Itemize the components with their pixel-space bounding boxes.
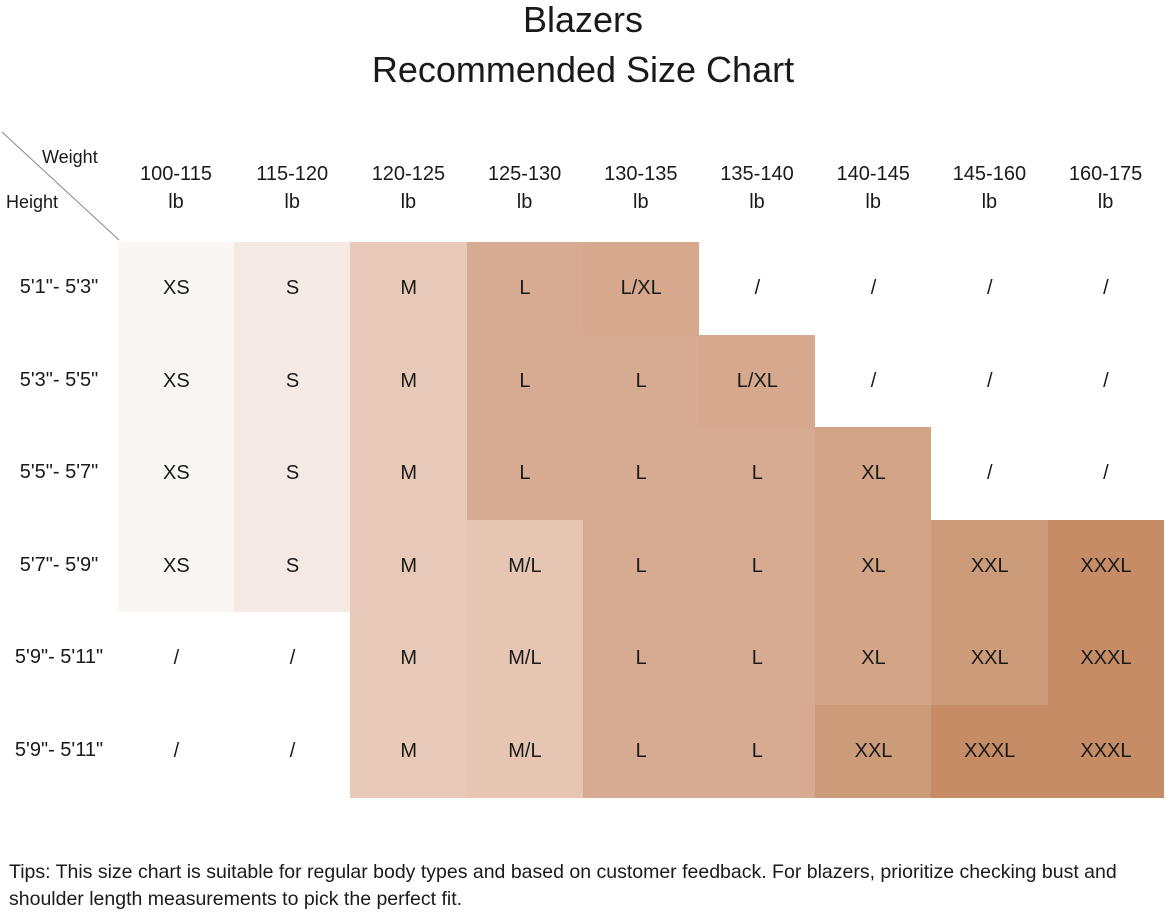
column-header: 115-120 lb [234, 160, 350, 216]
size-cell: XXXL [1047, 612, 1165, 706]
column-header: 140-145 lb [815, 160, 931, 216]
size-cell: XL [815, 519, 932, 613]
column-unit: lb [633, 191, 649, 213]
size-cell: / [931, 427, 1049, 521]
row-header: 5'5"- 5'7" [19, 461, 99, 484]
size-cell: / [931, 334, 1049, 428]
column-unit: lb [400, 191, 417, 213]
size-cell: L [582, 612, 700, 706]
weight-axis-label: Weight [42, 147, 98, 167]
size-cell: / [815, 334, 932, 428]
size-cell: M [350, 334, 468, 428]
row-header: 5'9"- 5'11" [14, 646, 104, 669]
size-cell: / [118, 612, 235, 706]
size-cell: XL [815, 612, 932, 706]
column-range: 135-140 [720, 163, 794, 185]
size-cell: M/L [466, 705, 584, 799]
column-unit: lb [749, 191, 765, 213]
size-cell: / [699, 242, 816, 336]
size-cell: / [1047, 242, 1165, 336]
column-header: 125-130 lb [467, 160, 583, 216]
size-cell: L [699, 427, 816, 521]
column-header: 100-115 lb [118, 160, 234, 216]
size-cell: XS [118, 427, 235, 521]
size-cell: XXL [815, 705, 932, 799]
column-unit: lb [981, 191, 998, 213]
size-cell: / [118, 705, 235, 799]
chart-title: Blazers [522, 0, 644, 40]
size-cell: XL [815, 427, 932, 521]
size-cell: M/L [466, 519, 584, 613]
size-cell: XS [118, 334, 235, 428]
size-cell: M/L [466, 612, 584, 706]
corner-diagonal [1, 131, 120, 241]
column-header: 145-160 lb [931, 160, 1047, 216]
size-cell: / [234, 612, 351, 706]
size-cell: S [234, 242, 351, 336]
size-cell: M [350, 705, 468, 799]
column-unit: lb [168, 191, 184, 213]
column-header: 160-175 lb [1048, 160, 1164, 216]
size-cell: L [582, 519, 700, 613]
column-range: 125-130 [487, 163, 562, 185]
size-cell: L [699, 519, 816, 613]
column-unit: lb [284, 191, 300, 213]
size-cell: / [234, 705, 351, 799]
column-header: 135-140 lb [699, 160, 815, 216]
size-cell: S [234, 519, 351, 613]
size-cell: S [234, 427, 351, 521]
size-cell: M [350, 427, 468, 521]
size-cell: XXXL [1047, 519, 1165, 613]
size-cell: L/XL [699, 334, 816, 428]
column-range: 115-120 [256, 163, 329, 185]
column-unit: lb [516, 191, 533, 213]
row-header: 5'9"- 5'11" [14, 739, 104, 761]
row-header: 5'1"- 5'3" [19, 276, 99, 298]
height-axis-label: Height [6, 192, 59, 212]
column-range: 160-175 [1068, 163, 1143, 185]
size-cell: / [931, 242, 1049, 336]
size-cell: L [466, 427, 584, 521]
size-cell: XS [118, 242, 235, 336]
column-header: 120-125 lb [350, 160, 466, 216]
size-cell: XS [118, 519, 235, 613]
size-cell: XXL [931, 612, 1049, 706]
size-cell: M [350, 519, 468, 613]
size-cell: / [815, 242, 932, 336]
column-range: 140-145 [836, 163, 910, 185]
size-cell: XXXL [931, 705, 1049, 799]
size-cell: XXXL [1047, 705, 1165, 799]
tips-note: Tips: This size chart is suitable for re… [9, 861, 1117, 910]
size-cell: / [1047, 334, 1165, 428]
size-cell: / [1047, 427, 1165, 521]
column-range: 130-135 [604, 163, 678, 185]
column-range: 100-115 [140, 163, 212, 185]
size-cell: L [699, 705, 816, 799]
size-cell: M [350, 612, 468, 706]
row-header: 5'3"- 5'5" [19, 368, 99, 391]
size-cell: M [350, 242, 468, 336]
row-header: 5'7"- 5'9" [19, 553, 99, 576]
column-unit: lb [865, 191, 881, 213]
size-cell: L [466, 242, 584, 336]
size-cell: L [582, 705, 700, 799]
column-range: 120-125 [371, 163, 446, 185]
corner-header [0, 130, 120, 242]
size-cell: L [582, 334, 700, 428]
size-cell: L [699, 612, 816, 706]
chart-subtitle: Recommended Size Chart [371, 49, 795, 90]
column-header: 130-135 lb [583, 160, 699, 216]
size-cell: S [234, 334, 351, 428]
column-unit: lb [1097, 191, 1114, 213]
size-cell: L [582, 427, 700, 521]
size-cell: L/XL [582, 242, 700, 336]
size-cell: L [466, 334, 584, 428]
size-cell: XXL [931, 519, 1049, 613]
column-range: 145-160 [952, 163, 1027, 185]
